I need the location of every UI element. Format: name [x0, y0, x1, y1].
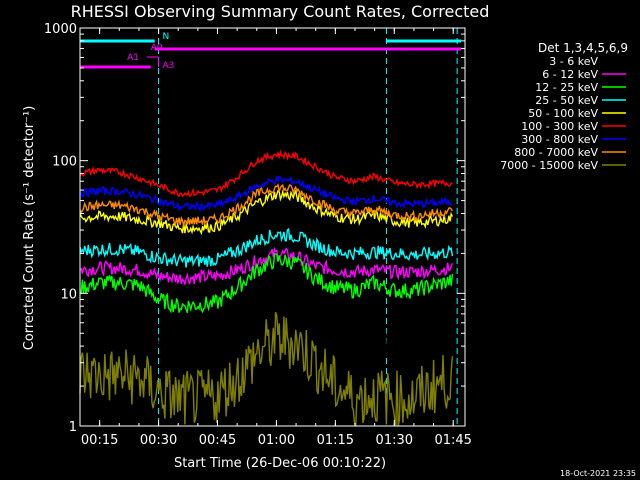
- series-line-7: [79, 182, 454, 228]
- legend-label: 300 - 800 keV: [521, 133, 598, 146]
- y-tick-label: 1: [69, 420, 77, 435]
- legend-label: 100 - 300 keV: [521, 120, 598, 133]
- y-axis-label: Corrected Count Rate (s⁻¹ detector⁻¹): [22, 106, 37, 351]
- x-tick-label: 00:15: [81, 433, 118, 448]
- x-tick-label: 01:00: [258, 433, 295, 448]
- legend-header: Det 1,3,4,5,6,9: [538, 41, 628, 55]
- legend-label: 800 - 7000 keV: [514, 146, 598, 159]
- legend-label: 12 - 25 keV: [535, 81, 598, 94]
- flag-label-a0: A0: [151, 43, 163, 53]
- x-axis-label: Start Time (26-Dec-06 00:10:22): [174, 456, 386, 471]
- legend-label: 6 - 12 keV: [542, 68, 598, 81]
- chart-title: RHESSI Observing Summary Count Rates, Co…: [71, 2, 490, 21]
- y-tick-label: 1000: [44, 22, 77, 37]
- series-line-1: [79, 246, 454, 285]
- legend-label: 50 - 100 keV: [528, 107, 598, 120]
- y-tick-label: 10: [60, 287, 77, 302]
- render-timestamp: 18-Oct-2021 23:35: [560, 469, 636, 478]
- flag-label-a3: A3: [163, 61, 175, 71]
- x-tick-label: 00:30: [140, 433, 177, 448]
- flag-label-a1: A1: [127, 53, 139, 63]
- series-line-5: [79, 149, 453, 198]
- series-line-3: [79, 227, 454, 268]
- legend-label: 3 - 6 keV: [549, 55, 598, 68]
- x-tick-label: 01:15: [317, 433, 354, 448]
- series-line-6: [79, 176, 453, 213]
- legend-label: 7000 - 15000 keV: [500, 159, 598, 172]
- legend-label: 25 - 50 keV: [535, 94, 598, 107]
- series-line-8: [79, 311, 454, 428]
- series-line-2: [79, 252, 454, 314]
- plot-frame: [79, 27, 466, 427]
- flag-label-n: N: [163, 32, 170, 42]
- y-tick-label: 100: [52, 155, 77, 170]
- x-tick-label: 00:45: [199, 433, 236, 448]
- series-line-0: [79, 268, 454, 382]
- x-tick-label: 01:30: [376, 433, 413, 448]
- x-tick-label: 01:45: [434, 433, 471, 448]
